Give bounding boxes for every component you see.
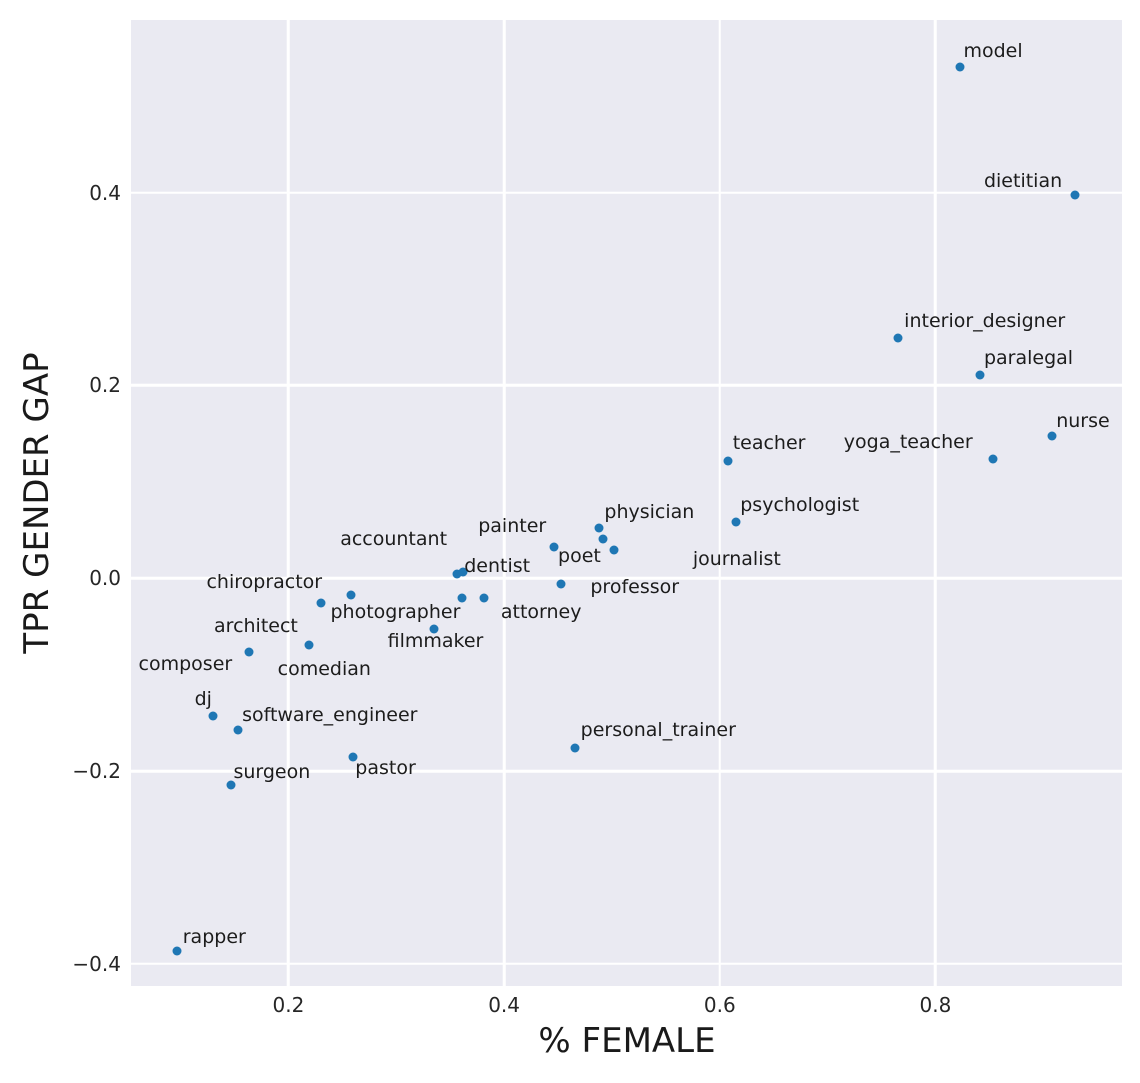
data-point xyxy=(988,454,998,464)
data-point xyxy=(452,569,462,579)
y-tick-label: 0.0 xyxy=(89,566,121,591)
point-label: attorney xyxy=(500,600,582,623)
gridline-vertical xyxy=(934,20,937,986)
gridline-vertical xyxy=(718,20,722,986)
data-point xyxy=(609,545,619,555)
plot-area: 0.2 0.4 0.6 0.8 0.4 0.2 0.0 −0.2 −0.4 model dietit… xyxy=(72,20,1122,1015)
data-point xyxy=(1047,431,1057,440)
data-point xyxy=(172,946,182,956)
point-label: poet xyxy=(558,545,601,568)
data-point xyxy=(723,456,733,466)
y-tick-label: −0.2 xyxy=(72,759,121,783)
point-label: nurse xyxy=(1056,410,1110,433)
point-label: filmmaker xyxy=(387,629,484,652)
y-tick-label: 0.2 xyxy=(89,373,121,398)
point-label: painter xyxy=(478,515,547,538)
y-axis-label: TPR GENDER GAP xyxy=(17,352,57,654)
data-point xyxy=(348,752,358,762)
data-point xyxy=(208,711,218,721)
data-point xyxy=(304,640,314,650)
point-label: model xyxy=(963,39,1023,62)
data-point xyxy=(594,523,604,533)
x-tick-label: 0.8 xyxy=(919,993,952,1017)
point-label: physician xyxy=(604,500,695,523)
data-point xyxy=(457,593,467,603)
data-point xyxy=(955,62,965,72)
gridline-horizontal xyxy=(131,384,1122,387)
point-label: psychologist xyxy=(740,493,860,516)
data-point xyxy=(598,534,608,544)
gridline-horizontal xyxy=(131,962,1122,966)
point-label: rapper xyxy=(182,925,246,948)
point-label: dj xyxy=(194,687,212,710)
point-label: pastor xyxy=(355,757,416,780)
point-label: journalist xyxy=(692,547,781,570)
data-point xyxy=(731,517,741,527)
data-point xyxy=(244,647,254,657)
data-point xyxy=(556,579,566,589)
point-label: professor xyxy=(590,575,680,598)
x-tick-label: 0.6 xyxy=(703,993,736,1017)
y-tick-label: 0.4 xyxy=(89,180,121,205)
point-label: dentist xyxy=(464,554,531,577)
data-point xyxy=(893,333,903,343)
point-label: chiropractor xyxy=(206,571,323,594)
data-point xyxy=(233,725,243,735)
gridline-horizontal xyxy=(131,769,1122,773)
point-label: composer xyxy=(138,653,233,676)
gridline-horizontal xyxy=(131,191,1122,194)
point-label: paralegal xyxy=(983,347,1074,370)
x-tick-label: 0.4 xyxy=(488,993,520,1017)
point-label: surgeon xyxy=(233,761,311,784)
gridline-vertical xyxy=(287,20,290,986)
point-label: teacher xyxy=(732,432,806,455)
gridline-horizontal xyxy=(131,576,1122,580)
point-label: dietitian xyxy=(983,170,1063,193)
point-label: software_engineer xyxy=(242,704,418,727)
data-point xyxy=(429,624,439,634)
data-point xyxy=(1070,190,1080,200)
data-point xyxy=(316,598,326,608)
point-label: photographer xyxy=(330,600,461,623)
data-point xyxy=(458,567,468,577)
gridline-vertical xyxy=(502,20,506,986)
point-label: accountant xyxy=(340,527,448,550)
data-point xyxy=(975,370,985,380)
x-tick-label: 0.2 xyxy=(272,993,305,1017)
point-label: interior_designer xyxy=(904,309,1066,332)
data-point xyxy=(346,590,356,600)
data-point xyxy=(226,780,236,789)
x-axis-label: % FEMALE xyxy=(538,1021,716,1061)
point-label: architect xyxy=(214,615,298,638)
data-point xyxy=(479,593,489,603)
data-point xyxy=(570,743,580,753)
data-point xyxy=(549,542,559,552)
point-label: yoga_teacher xyxy=(843,431,973,454)
point-label: comedian xyxy=(277,657,371,680)
y-tick-label: −0.4 xyxy=(72,951,121,976)
point-label: personal_trainer xyxy=(580,719,736,742)
